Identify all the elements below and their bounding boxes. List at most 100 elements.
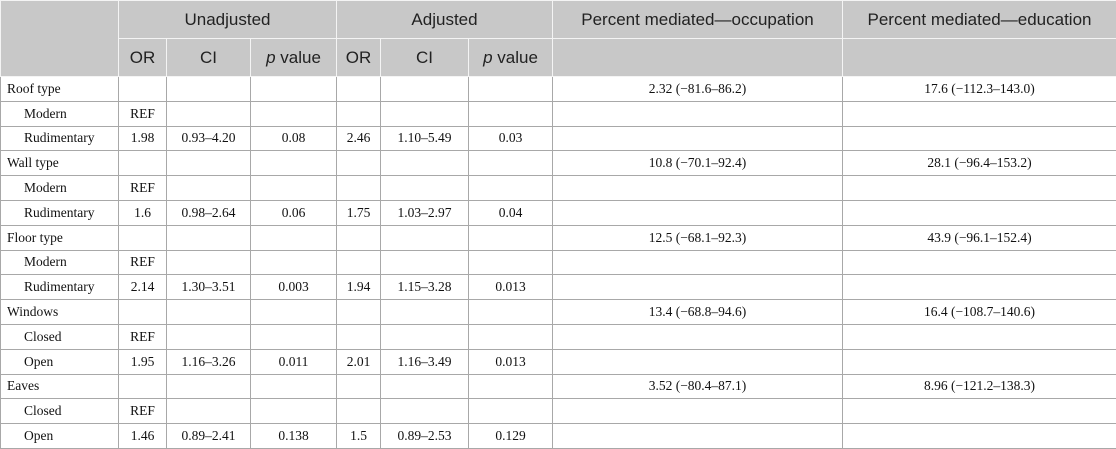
- empty-cell: [468, 224, 554, 251]
- level-label: Closed: [0, 398, 119, 425]
- mediated-cell: 8.96 (−121.2–138.3): [842, 373, 1116, 400]
- sub-header: OR: [336, 38, 382, 77]
- row-label: Eaves: [0, 373, 119, 400]
- empty-cell: [380, 100, 470, 127]
- empty-cell: [336, 224, 382, 251]
- value-cell: 0.06: [249, 199, 338, 226]
- empty-cell: [842, 199, 1116, 226]
- mediated-cell: 17.6 (−112.3–143.0): [842, 76, 1116, 102]
- value-cell: REF: [118, 175, 167, 201]
- empty-cell: [468, 175, 554, 201]
- group-row: Windows 13.4 (−68.8–94.6) 16.4 (−108.7–140…: [0, 299, 1116, 325]
- empty-cell: [552, 100, 844, 127]
- empty-cell: [249, 150, 338, 177]
- level-row: Modern REF: [0, 175, 1116, 201]
- value-cell: 0.003: [249, 274, 338, 301]
- empty-cell: [336, 175, 382, 201]
- level-row: Open 1.46 0.89–2.41 0.138 1.5 0.89–2.53 0.129: [0, 423, 1116, 449]
- level-row: Closed REF: [0, 398, 1116, 425]
- group-row: Floor type 12.5 (−68.1–92.3) 43.9 (−96.1–1…: [0, 224, 1116, 251]
- mediated-cell: 16.4 (−108.7–140.6): [842, 299, 1116, 325]
- empty-cell: [249, 398, 338, 425]
- empty-cell: [842, 348, 1116, 375]
- empty-cell: [336, 100, 382, 127]
- empty-cell: [249, 299, 338, 325]
- level-row: Rudimentary 1.6 0.98–2.64 0.06 1.75 1.03–2.97…: [0, 199, 1116, 226]
- value-cell: 0.013: [468, 348, 554, 375]
- value-cell: REF: [118, 249, 167, 276]
- value-cell: 1.46: [118, 423, 167, 449]
- empty-cell: [336, 299, 382, 325]
- empty-cell: [336, 249, 382, 276]
- sub-header: CI: [380, 38, 470, 77]
- empty-cell: [380, 398, 470, 425]
- value-cell: 0.011: [249, 348, 338, 375]
- table-header: Unadjusted Adjusted Percent mediated—occup…: [0, 0, 1116, 77]
- level-label: Rudimentary: [0, 274, 119, 301]
- group-header: Adjusted: [336, 0, 554, 39]
- empty-cell: [166, 398, 251, 425]
- empty-cell: [166, 150, 251, 177]
- empty-cell: [336, 398, 382, 425]
- value-cell: 1.5: [336, 423, 382, 449]
- empty-cell: [468, 398, 554, 425]
- empty-cell: [249, 76, 338, 102]
- empty-cell: [552, 249, 844, 276]
- corner-cell: [0, 0, 119, 77]
- sub-header: OR: [118, 38, 167, 77]
- value-cell: 1.6: [118, 199, 167, 226]
- value-cell: 1.10–5.49: [380, 125, 470, 152]
- header-row: Unadjusted Adjusted Percent mediated—occup…: [0, 0, 1116, 77]
- empty-cell: [166, 323, 251, 350]
- sub-header-text: value: [497, 47, 538, 67]
- mediated-cell: 12.5 (−68.1–92.3): [552, 224, 844, 251]
- empty-cell: [336, 150, 382, 177]
- empty-cell: [842, 423, 1116, 449]
- empty-cell: [842, 274, 1116, 301]
- empty-cell: [380, 175, 470, 201]
- value-cell: REF: [118, 398, 167, 425]
- empty-cell: [249, 175, 338, 201]
- value-cell: 1.75: [336, 199, 382, 226]
- italic-symbol: p: [483, 47, 493, 67]
- value-cell: 1.94: [336, 274, 382, 301]
- empty-cell: [118, 150, 167, 177]
- blank-header: [552, 38, 844, 77]
- mediated-cell: 43.9 (−96.1–152.4): [842, 224, 1116, 251]
- value-cell: REF: [118, 100, 167, 127]
- value-cell: 1.95: [118, 348, 167, 375]
- empty-cell: [249, 373, 338, 400]
- empty-cell: [166, 373, 251, 400]
- empty-cell: [552, 423, 844, 449]
- level-row: Rudimentary 1.98 0.93–4.20 0.08 2.46 1.10–5.4…: [0, 125, 1116, 152]
- level-label: Rudimentary: [0, 199, 119, 226]
- row-label: Roof type: [0, 76, 119, 102]
- empty-cell: [842, 125, 1116, 152]
- sub-header: p value: [468, 38, 554, 77]
- empty-cell: [842, 323, 1116, 350]
- value-cell: 1.98: [118, 125, 167, 152]
- group-row: Eaves 3.52 (−80.4–87.1) 8.96 (−121.2–138.3…: [0, 373, 1116, 400]
- mediated-cell: 28.1 (−96.4–153.2): [842, 150, 1116, 177]
- value-cell: 1.16–3.26: [166, 348, 251, 375]
- level-label: Modern: [0, 100, 119, 127]
- empty-cell: [166, 76, 251, 102]
- value-cell: 0.89–2.41: [166, 423, 251, 449]
- sub-header-text: value: [280, 47, 321, 67]
- empty-cell: [552, 199, 844, 226]
- empty-cell: [468, 76, 554, 102]
- value-cell: 0.03: [468, 125, 554, 152]
- value-cell: 2.46: [336, 125, 382, 152]
- mediated-cell: 13.4 (−68.8–94.6): [552, 299, 844, 325]
- level-label: Modern: [0, 175, 119, 201]
- level-row: Modern REF: [0, 100, 1116, 127]
- level-row: Rudimentary 2.14 1.30–3.51 0.003 1.94 1.15–3.…: [0, 274, 1116, 301]
- empty-cell: [380, 299, 470, 325]
- value-cell: REF: [118, 323, 167, 350]
- empty-cell: [166, 299, 251, 325]
- empty-cell: [842, 100, 1116, 127]
- empty-cell: [118, 224, 167, 251]
- empty-cell: [552, 274, 844, 301]
- blank-header: [842, 38, 1116, 77]
- empty-cell: [336, 76, 382, 102]
